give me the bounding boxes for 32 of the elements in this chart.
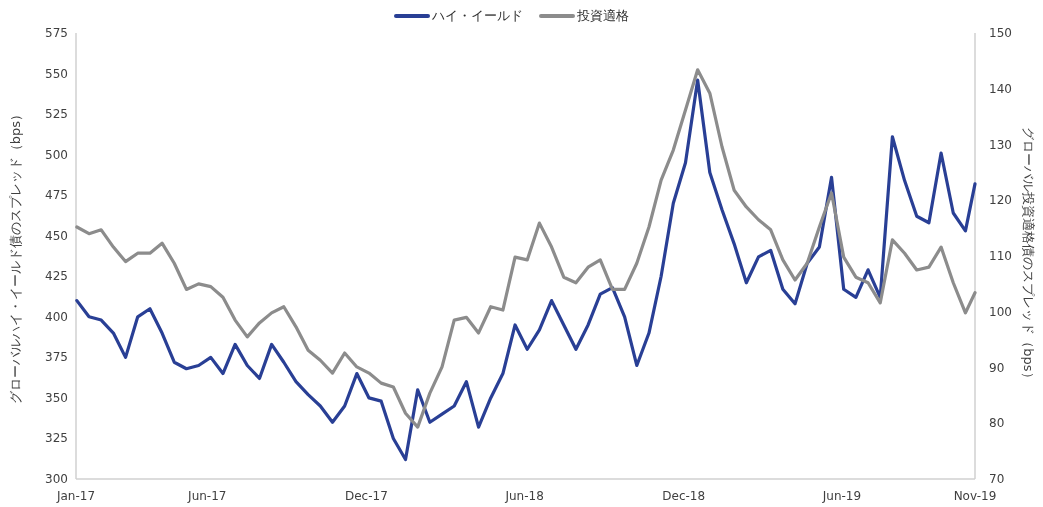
y2-tick-label: 120 (989, 193, 1012, 208)
x-tick-label: Jun-19 (821, 489, 862, 503)
legend-label: 投資適格 (576, 8, 629, 23)
y2-axis-title: グローバル投資適格債のスプレッド（bps） (1021, 127, 1036, 385)
legend-label: ハイ・イールド (431, 8, 523, 23)
y2-tick-label: 110 (989, 249, 1012, 263)
y2-tick-label: 140 (989, 81, 1012, 96)
x-tick-label: Dec-17 (344, 489, 388, 503)
y-tick-label: 575 (45, 26, 68, 40)
y2-tick-label: 70 (989, 472, 1005, 486)
y2-tick-label: 150 (989, 26, 1012, 40)
y-tick-label: 400 (45, 309, 68, 324)
y-tick-label: 525 (45, 107, 68, 122)
y-tick-label: 425 (45, 269, 68, 284)
x-tick-label: Jan-17 (55, 489, 96, 503)
y-tick-label: 500 (45, 147, 68, 162)
y-tick-label: 450 (45, 228, 68, 243)
x-tick-label: Jun-18 (504, 489, 544, 503)
x-tick-label: Dec-18 (662, 489, 706, 503)
y2-tick-label: 80 (989, 416, 1005, 431)
y-tick-label: 325 (45, 431, 68, 446)
y-axis-title: グローバルハイ・イールド債のスプレッド（bps） (8, 107, 23, 405)
y-tick-label: 300 (45, 472, 68, 486)
y-tick-label: 475 (45, 188, 68, 203)
x-tick-label: Nov-19 (953, 489, 997, 503)
y-tick-label: 550 (45, 66, 68, 81)
y-tick-label: 350 (45, 390, 68, 405)
y2-tick-label: 100 (989, 304, 1012, 319)
y2-tick-label: 90 (989, 360, 1005, 375)
x-tick-label: Jun-17 (187, 489, 227, 503)
y-tick-label: 375 (45, 350, 68, 365)
y2-tick-label: 130 (989, 137, 1012, 152)
